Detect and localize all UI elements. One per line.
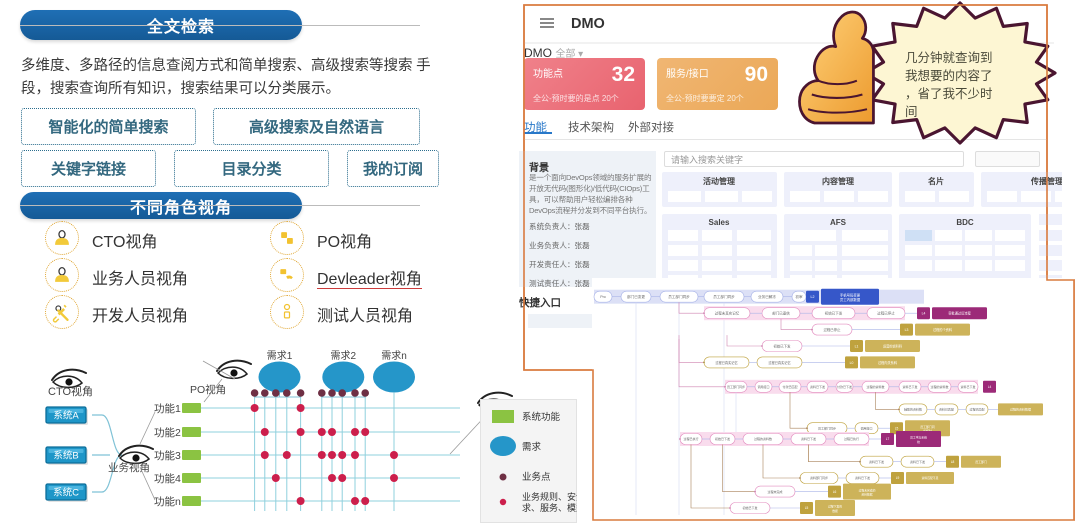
svg-text:初始已下发: 初始已下发 <box>774 343 792 348</box>
svg-text:L1: L1 <box>855 344 859 348</box>
svg-text:资料已匹配: 资料已匹配 <box>939 407 954 412</box>
svg-text:L5: L5 <box>895 426 899 430</box>
svg-text:过程已真实记忆: 过程已真实记忆 <box>715 360 738 365</box>
svg-text:员工部门同步: 员工部门同步 <box>668 294 690 299</box>
svg-text:初始已下发: 初始已下发 <box>715 436 730 441</box>
svg-text:辅助的资料数: 辅助的资料数 <box>904 407 922 412</box>
svg-text:传播管理: 传播管理 <box>1030 176 1062 186</box>
svg-text:调用接口: 调用接口 <box>860 425 872 430</box>
svg-text:，省了我不少时: ，省了我不少时 <box>905 87 993 101</box>
svg-text:员工部门同步: 员工部门同步 <box>727 384 745 389</box>
svg-text:过程已真实记忆: 过程已真实记忆 <box>768 360 791 365</box>
svg-text:L7: L7 <box>886 437 890 441</box>
svg-text:数据: 数据 <box>832 509 838 513</box>
svg-text:员工内部数据: 员工内部数据 <box>840 297 861 302</box>
svg-text:过程的资料数: 过程的资料数 <box>930 384 948 389</box>
svg-text:我想要的内容了: 我想要的内容了 <box>905 68 993 83</box>
svg-text:资料已下发: 资料已下发 <box>869 459 884 464</box>
svg-text:间: 间 <box>905 105 918 119</box>
svg-text:几分钟就查询到: 几分钟就查询到 <box>905 50 993 65</box>
svg-text:部门已变更: 部门已变更 <box>627 294 645 299</box>
svg-text:员工部门: 员工部门 <box>975 459 987 464</box>
svg-text:Sales: Sales <box>709 218 730 227</box>
svg-text:资料已下发: 资料已下发 <box>960 384 975 389</box>
svg-text:L8: L8 <box>951 460 955 464</box>
svg-text:过程已执行: 过程已执行 <box>844 436 859 441</box>
svg-text:初始已下发: 初始已下发 <box>825 311 843 316</box>
svg-text:调用接口: 调用接口 <box>757 384 769 389</box>
svg-text:资料数据: 资料数据 <box>861 493 872 497</box>
svg-text:员工部门同步: 员工部门同步 <box>713 294 735 299</box>
svg-text:资料已下发: 资料已下发 <box>902 384 917 389</box>
svg-text:资料已下发: 资料已下发 <box>801 436 816 441</box>
svg-text:初审: 初审 <box>795 294 803 299</box>
svg-text:资料已下发: 资料已下发 <box>910 459 925 464</box>
svg-text:付款已下发: 付款已下发 <box>837 384 852 389</box>
svg-text:资料部门同步: 资料部门同步 <box>810 475 828 480</box>
svg-text:L5: L5 <box>805 506 809 510</box>
svg-text:L2: L2 <box>811 295 815 299</box>
svg-text:BDC: BDC <box>956 218 974 227</box>
svg-text:过程未真实记忆: 过程未真实记忆 <box>715 311 740 316</box>
svg-text:L0: L0 <box>850 361 854 365</box>
svg-text:过程的个资科: 过程的个资科 <box>933 327 953 332</box>
svg-text:付款已匹配: 付款已匹配 <box>782 384 797 389</box>
svg-text:部门已盗信: 部门已盗信 <box>772 311 790 316</box>
svg-text:业务已解冻: 业务已解冻 <box>758 294 776 299</box>
svg-text:L4: L4 <box>922 312 926 316</box>
svg-text:员工部门同步: 员工部门同步 <box>818 425 836 430</box>
svg-text:手机号码变更: 手机号码变更 <box>840 292 861 297</box>
svg-text:过程内关系科: 过程内关系科 <box>878 360 898 365</box>
svg-text:L6: L6 <box>833 490 837 494</box>
svg-text:Pro: Pro <box>600 295 606 299</box>
svg-text:过程已匹配: 过程已匹配 <box>969 407 984 412</box>
svg-text:过程已停止: 过程已停止 <box>877 311 895 316</box>
svg-text:AFS: AFS <box>830 218 847 227</box>
svg-text:活动管理: 活动管理 <box>703 176 735 186</box>
svg-text:过程的资料数: 过程的资料数 <box>754 436 772 441</box>
svg-text:初始已下发: 初始已下发 <box>742 505 757 510</box>
svg-text:过程的资料数: 过程的资料数 <box>866 384 884 389</box>
svg-text:运营的资科科: 运营的资科科 <box>883 343 903 348</box>
svg-text:审批通过后流程: 审批通过后流程 <box>948 311 971 316</box>
svg-text:L4: L4 <box>988 385 992 389</box>
svg-text:资料已下发: 资料已下发 <box>810 384 825 389</box>
svg-text:过程已停止: 过程已停止 <box>824 327 842 332</box>
svg-text:校: 校 <box>917 440 920 444</box>
svg-text:过程已执行: 过程已执行 <box>683 436 698 441</box>
svg-text:DMO: DMO <box>571 16 605 32</box>
svg-text:员工部门同: 员工部门同 <box>920 424 935 429</box>
svg-text:资料已下发: 资料已下发 <box>855 475 870 480</box>
svg-text:过程未完成: 过程未完成 <box>767 489 782 494</box>
svg-text:L3: L3 <box>905 328 909 332</box>
svg-text:资料匹配不足: 资料匹配不足 <box>922 476 939 480</box>
svg-text:内容管理: 内容管理 <box>822 176 854 186</box>
svg-text:过程的资料数据: 过程的资料数据 <box>1010 407 1031 412</box>
svg-text:L9: L9 <box>896 476 900 480</box>
svg-text:名片: 名片 <box>928 176 944 186</box>
